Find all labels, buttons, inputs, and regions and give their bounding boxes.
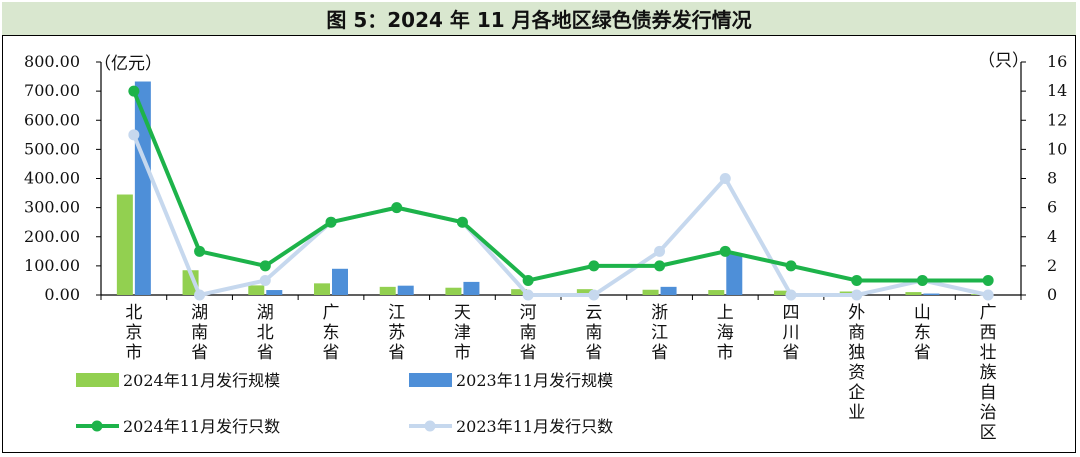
left-axis-unit-label: （亿元） [94, 54, 162, 74]
category-label: 上海市 [717, 303, 734, 363]
bar-2023-天津市 [463, 281, 480, 295]
legend-swatch [409, 373, 452, 387]
right-tick-label: 2 [1047, 256, 1057, 275]
right-tick-label: 16 [1047, 52, 1067, 71]
right-axis-unit-label: （只） [978, 51, 1029, 71]
category-label: 北京市 [125, 303, 142, 363]
right-tick-label: 8 [1047, 169, 1057, 188]
left-tick-label: 0.00 [44, 285, 80, 304]
line-2023-point-云南省 [588, 289, 600, 301]
legend-label: 2023年11月发行规模 [456, 371, 613, 390]
category-label: 云南省 [585, 303, 602, 363]
category-label: 山东省 [914, 303, 931, 363]
bar-2024-山东省 [905, 292, 922, 295]
category-label: 江苏省 [388, 303, 405, 363]
line-2024-point-四川省 [785, 260, 797, 272]
bar-2023-浙江省 [660, 286, 677, 295]
left-tick-label: 100.00 [24, 256, 80, 275]
bar-2024-广东省 [314, 283, 330, 295]
category-label: 广西壮族自治区 [980, 303, 997, 443]
legend-label: 2023年11月发行只数 [456, 417, 613, 436]
left-tick-label: 200.00 [24, 227, 80, 246]
right-tick-label: 6 [1047, 198, 1057, 217]
line-2023-point-湖南省 [194, 289, 206, 301]
bar-2024-天津市 [445, 287, 462, 295]
line-2023-point-湖北省 [259, 274, 271, 286]
bar-2023-湖北省 [266, 290, 283, 295]
category-label: 河南省 [520, 303, 537, 363]
left-tick-label: 600.00 [24, 110, 80, 129]
bar-2023-上海市 [726, 254, 743, 295]
line-2024-point-广西壮族自治区 [982, 274, 994, 286]
line-2024-point-山东省 [916, 274, 928, 286]
right-tick-label: 14 [1047, 81, 1067, 100]
legend-label: 2024年11月发行只数 [123, 417, 280, 436]
bar-2024-北京市 [116, 194, 133, 295]
right-tick-label: 10 [1047, 139, 1067, 158]
category-label: 天津市 [454, 303, 471, 363]
legend-label: 2024年11月发行规模 [123, 371, 280, 390]
line-2024-point-浙江省 [654, 260, 666, 272]
legend-swatch-marker [91, 420, 103, 432]
category-label: 浙江省 [651, 303, 668, 363]
line-2023-point-广西壮族自治区 [982, 289, 994, 301]
chart-title: 图 5：2024 年 11 月各地区绿色债券发行情况 [2, 2, 1076, 36]
line-2024-point-湖南省 [194, 245, 206, 257]
bar-2024-湖南省 [182, 270, 199, 295]
line-2023-point-外商独资企业 [851, 289, 863, 301]
line-2024-point-云南省 [588, 260, 600, 272]
category-label: 外商独资企业 [848, 303, 865, 423]
line-2023-line [132, 134, 989, 297]
right-tick-label: 0 [1047, 285, 1057, 304]
bar-2023-江苏省 [397, 285, 414, 295]
line-2024-point-天津市 [456, 216, 468, 228]
line-2024-point-江苏省 [391, 202, 403, 214]
category-label: 广东省 [323, 303, 340, 363]
bar-2024-上海市 [708, 290, 725, 295]
category-label: 湖南省 [191, 303, 208, 363]
bar-2024-浙江省 [642, 289, 659, 295]
left-tick-label: 400.00 [24, 169, 80, 188]
bar-2024-江苏省 [379, 286, 396, 295]
line-2024-point-广东省 [325, 216, 337, 228]
line-2024-line [132, 90, 989, 283]
line-2024-point-湖北省 [259, 260, 271, 272]
category-label: 湖北省 [257, 303, 274, 363]
line-2023-point-北京市 [128, 129, 140, 141]
category-label: 四川省 [783, 303, 800, 363]
bar-2024-湖北省 [248, 285, 265, 295]
line-2023-point-上海市 [719, 173, 731, 184]
line-2024-point-外商独资企业 [851, 274, 863, 286]
left-tick-label: 500.00 [24, 139, 80, 158]
legend-swatch [76, 373, 119, 387]
bar-2023-山东省 [923, 293, 940, 295]
left-tick-label: 700.00 [24, 81, 80, 100]
bar-2023-广东省 [332, 268, 348, 295]
line-2023-point-河南省 [522, 289, 534, 301]
right-tick-label: 12 [1047, 110, 1067, 129]
bar-2024-河南省 [511, 289, 528, 295]
left-tick-label: 300.00 [24, 198, 80, 217]
line-2023-point-四川省 [785, 289, 797, 301]
right-tick-label: 4 [1047, 227, 1057, 246]
line-2024-point-北京市 [128, 85, 140, 97]
bar-2024-云南省 [576, 289, 593, 295]
legend-swatch-marker [424, 420, 436, 432]
left-tick-label: 800.00 [24, 52, 80, 71]
line-2024-point-上海市 [719, 245, 731, 257]
line-2023-point-浙江省 [654, 245, 666, 257]
line-2024-point-河南省 [522, 274, 534, 286]
bar-2024-四川省 [774, 290, 790, 295]
